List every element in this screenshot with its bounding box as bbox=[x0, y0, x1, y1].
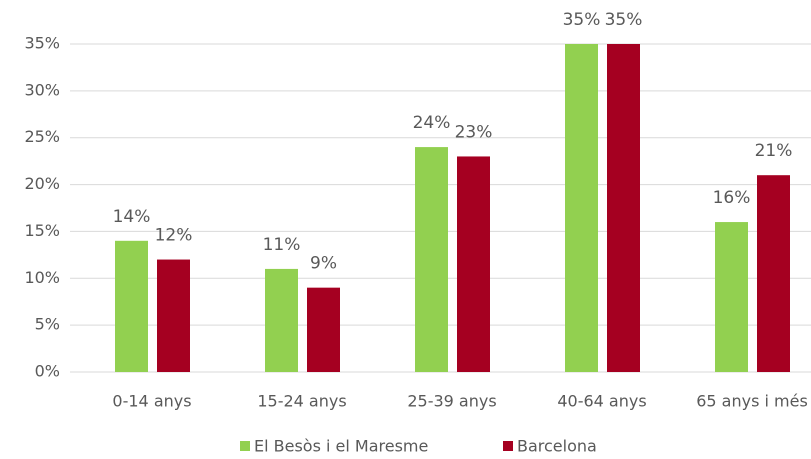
x-tick-label: 15-24 anys bbox=[257, 392, 346, 411]
bar bbox=[157, 259, 190, 372]
legend-swatch bbox=[240, 441, 250, 451]
data-label: 11% bbox=[263, 235, 301, 255]
data-label: 21% bbox=[755, 141, 793, 161]
x-tick-label: 25-39 anys bbox=[407, 392, 496, 411]
data-label: 9% bbox=[310, 254, 337, 274]
bar bbox=[307, 287, 340, 372]
legend-swatch bbox=[503, 441, 513, 451]
bar bbox=[757, 175, 790, 372]
data-label: 16% bbox=[713, 188, 751, 208]
bar bbox=[565, 44, 598, 372]
y-tick-label: 30% bbox=[24, 80, 60, 99]
legend-label: Barcelona bbox=[517, 437, 597, 456]
y-tick-label: 25% bbox=[24, 127, 60, 146]
bar bbox=[115, 240, 148, 372]
y-tick-label: 0% bbox=[35, 362, 60, 381]
x-tick-label: 0-14 anys bbox=[112, 392, 191, 411]
bar bbox=[457, 156, 490, 372]
data-label: 23% bbox=[455, 122, 493, 142]
bar bbox=[715, 222, 748, 372]
data-label: 35% bbox=[605, 10, 643, 30]
data-label: 35% bbox=[563, 10, 601, 30]
legend-label: El Besòs i el Maresme bbox=[254, 437, 428, 456]
x-tick-label: 65 anys i més bbox=[696, 392, 808, 411]
bar bbox=[415, 147, 448, 372]
y-tick-label: 15% bbox=[24, 221, 60, 240]
data-label: 14% bbox=[113, 207, 151, 227]
y-tick-label: 5% bbox=[35, 315, 60, 334]
y-tick-label: 35% bbox=[24, 34, 60, 53]
bar bbox=[265, 268, 298, 372]
data-label: 24% bbox=[413, 113, 451, 133]
data-label: 12% bbox=[155, 226, 193, 246]
x-tick-label: 40-64 anys bbox=[557, 392, 646, 411]
y-tick-label: 10% bbox=[24, 268, 60, 287]
y-tick-label: 20% bbox=[24, 174, 60, 193]
bar bbox=[607, 44, 640, 372]
